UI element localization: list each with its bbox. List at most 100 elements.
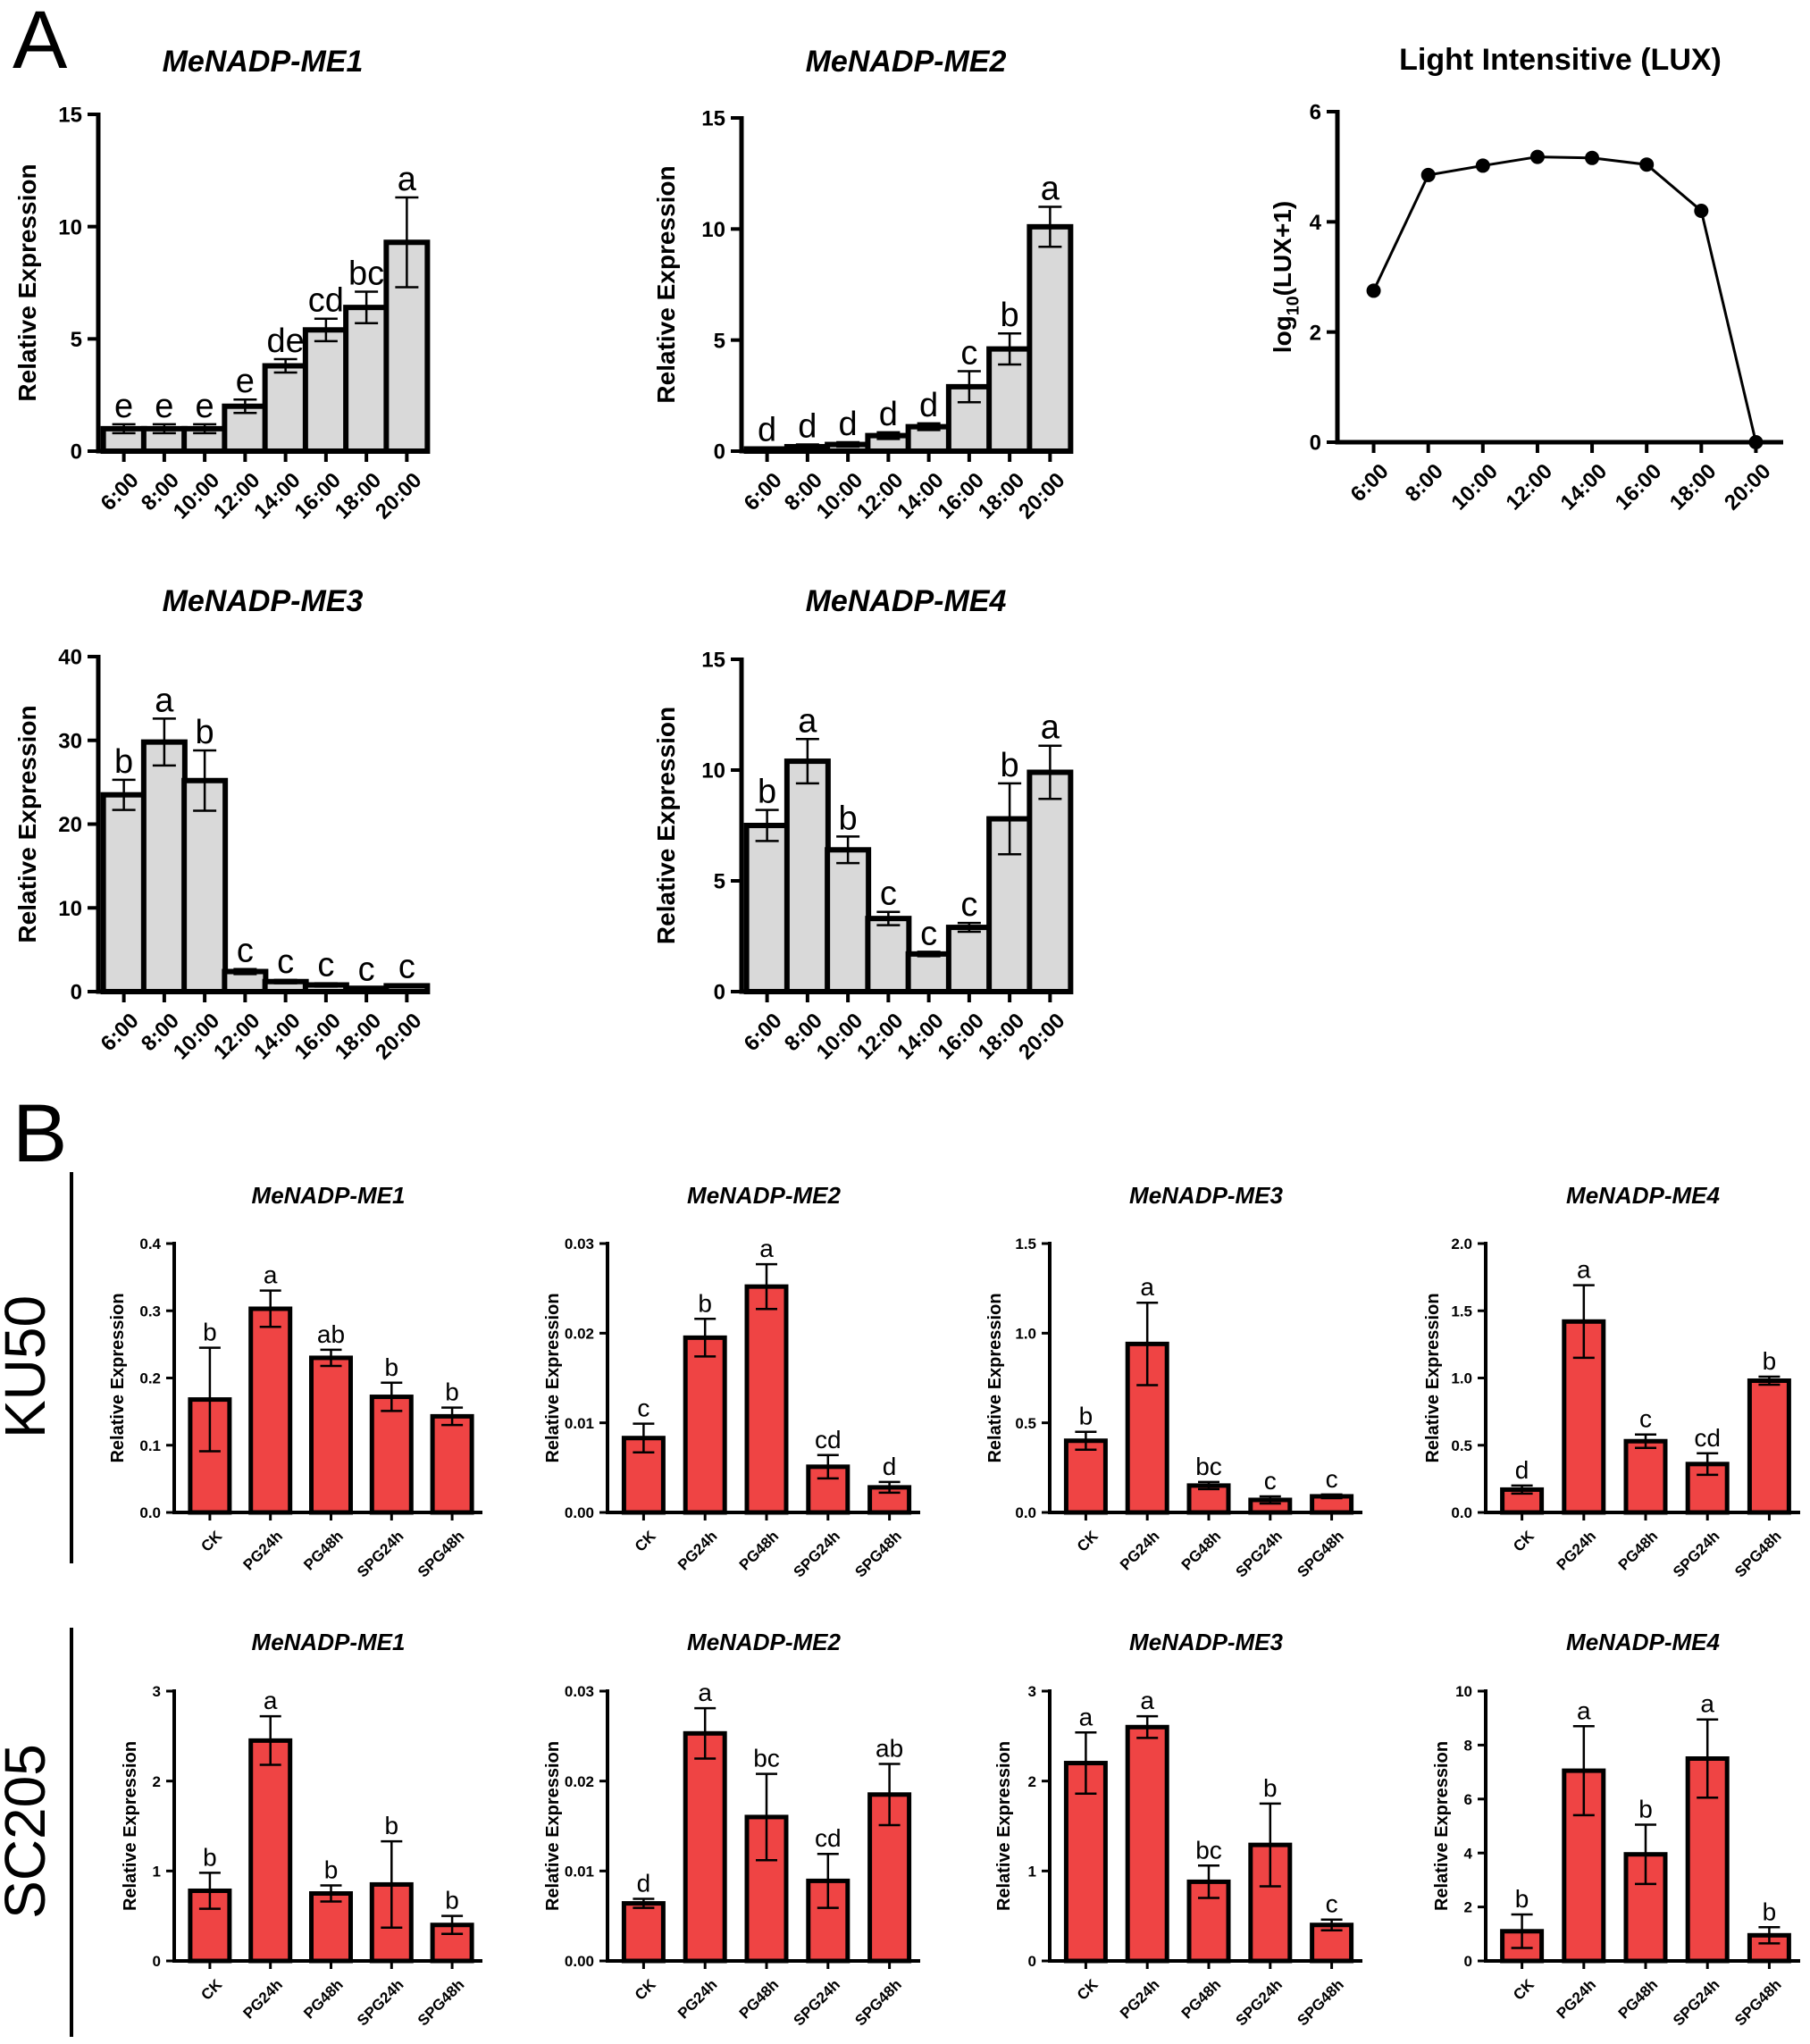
bar — [309, 1355, 353, 1515]
significance-label: bc — [1195, 1836, 1222, 1864]
data-point — [1694, 204, 1709, 218]
x-tick-label: 14:00 — [892, 468, 949, 524]
significance-label: d — [637, 1870, 651, 1897]
significance-label: c — [1326, 1465, 1338, 1493]
chart-title: Light Intensitive (LUX) — [1399, 43, 1722, 77]
y-axis-label: Relative Expression — [121, 1741, 140, 1911]
x-tick-label: 20:00 — [1720, 459, 1776, 515]
x-tick-label: 20:00 — [1014, 1009, 1070, 1065]
bar — [302, 327, 349, 454]
bar — [744, 1284, 789, 1515]
significance-label: b — [1001, 747, 1019, 784]
y-tick-label: 0 — [1310, 431, 1321, 456]
y-tick-label: 1.0 — [1015, 1325, 1036, 1342]
significance-label: c — [920, 915, 937, 952]
y-axis-label: Relative Expression — [13, 705, 41, 942]
bar — [783, 758, 831, 995]
significance-label: bc — [1195, 1453, 1222, 1480]
significance-label: b — [445, 1378, 459, 1406]
significance-label: b — [445, 1887, 459, 1914]
y-tick-label: 4 — [1464, 1845, 1473, 1862]
significance-label: cd — [1694, 1424, 1721, 1452]
x-tick-label: PG24h — [239, 1528, 286, 1574]
x-tick-label: 16:00 — [933, 1009, 989, 1065]
chart-b5: MeNADP-ME1 0 1 2 3 Relative Expression CK PG24h… — [121, 1629, 482, 2029]
chart-title: MeNADP-ME2 — [687, 1182, 841, 1209]
y-tick-label: 5 — [714, 870, 725, 894]
y-tick-label: 1.5 — [1451, 1303, 1472, 1319]
y-tick-label: 20 — [58, 813, 82, 837]
bar — [1623, 1438, 1668, 1515]
significance-label: b — [758, 774, 776, 811]
x-tick-label: PG24h — [1117, 1976, 1163, 2023]
significance-label: b — [839, 800, 858, 837]
y-axis-label: Relative Expression — [994, 1741, 1014, 1911]
y-tick-label: 0.3 — [139, 1303, 161, 1319]
x-tick-label: PG48h — [736, 1976, 783, 2023]
x-tick-label: 10:00 — [1446, 459, 1503, 515]
y-tick-label: 15 — [701, 107, 725, 131]
bar — [100, 792, 147, 994]
significance-label: b — [1515, 1885, 1529, 1913]
x-tick-label: 12:00 — [852, 1009, 909, 1065]
significance-label: c — [1326, 1890, 1338, 1918]
y-tick-label: 10 — [701, 218, 725, 242]
y-tick-label: 30 — [58, 729, 82, 753]
y-tick-label: 0 — [153, 1953, 161, 1970]
chart-a3: Light Intensitive (LUX) 0 2 4 6 log10(LUX+1) 6… — [1269, 43, 1783, 515]
significance-label: ab — [876, 1735, 903, 1763]
significance-label: bc — [753, 1745, 780, 1772]
x-tick-label: 6:00 — [1346, 459, 1394, 507]
bar — [140, 739, 188, 994]
y-tick-label: 0.02 — [565, 1325, 594, 1342]
bar — [1027, 769, 1074, 994]
y-tick-label: 0.0 — [1451, 1504, 1472, 1521]
significance-label: b — [385, 1812, 399, 1839]
x-tick-label: 6:00 — [96, 468, 144, 515]
y-tick-label: 0.01 — [565, 1863, 594, 1880]
x-tick-label: PG48h — [1178, 1528, 1225, 1574]
chart-title: MeNADP-ME4 — [1566, 1629, 1720, 1655]
bar — [181, 777, 229, 994]
chart-a4: MeNADP-ME3 0 10 20 30 40 Relative Expression 6:… — [13, 584, 431, 1065]
x-tick-label: 8:00 — [1401, 459, 1448, 507]
y-axis-label: Relative Expression — [543, 1293, 563, 1462]
x-tick-label: 18:00 — [331, 1009, 387, 1065]
chart-b1: MeNADP-ME1 0.0 0.1 0.2 0.3 0.4 Relative Expres… — [108, 1182, 482, 1580]
bar — [309, 1891, 353, 1964]
data-point — [1420, 167, 1436, 182]
y-tick-label: 0.00 — [565, 1504, 594, 1521]
x-tick-label: CK — [632, 1975, 659, 2003]
y-tick-label: 0.5 — [1451, 1437, 1472, 1454]
significance-label: b — [385, 1353, 399, 1381]
x-tick-label: PG48h — [736, 1528, 783, 1574]
bar — [188, 1888, 232, 1964]
x-tick-label: PG24h — [239, 1976, 286, 2023]
y-tick-label: 40 — [58, 646, 82, 670]
x-tick-label: CK — [1074, 1975, 1102, 2003]
chart-b7: MeNADP-ME3 0 1 2 3 Relative Expression CK PG24h… — [994, 1629, 1362, 2029]
y-tick-label: 0 — [71, 981, 82, 1005]
y-tick-label: 0 — [1028, 1953, 1036, 1970]
significance-label: c — [960, 334, 977, 372]
significance-label: a — [398, 161, 417, 198]
chart-title: MeNADP-ME1 — [252, 1629, 406, 1655]
x-tick-label: SPG48h — [851, 1976, 905, 2030]
bar — [1027, 223, 1074, 454]
y-tick-label: 1 — [153, 1863, 161, 1880]
x-tick-label: PG24h — [675, 1528, 721, 1574]
y-tick-label: 2.0 — [1451, 1236, 1472, 1252]
y-axis-label: Relative Expression — [1423, 1293, 1443, 1462]
data-point — [1366, 283, 1381, 298]
significance-label: a — [155, 682, 174, 719]
significance-label: d — [879, 396, 898, 433]
y-tick-label: 0.0 — [139, 1504, 161, 1521]
x-tick-label: 16:00 — [289, 1009, 346, 1065]
significance-label: cd — [815, 1426, 842, 1453]
bar — [825, 847, 872, 995]
significance-label: b — [203, 1319, 217, 1346]
significance-label: b — [1079, 1403, 1094, 1430]
bar — [621, 1901, 666, 1964]
